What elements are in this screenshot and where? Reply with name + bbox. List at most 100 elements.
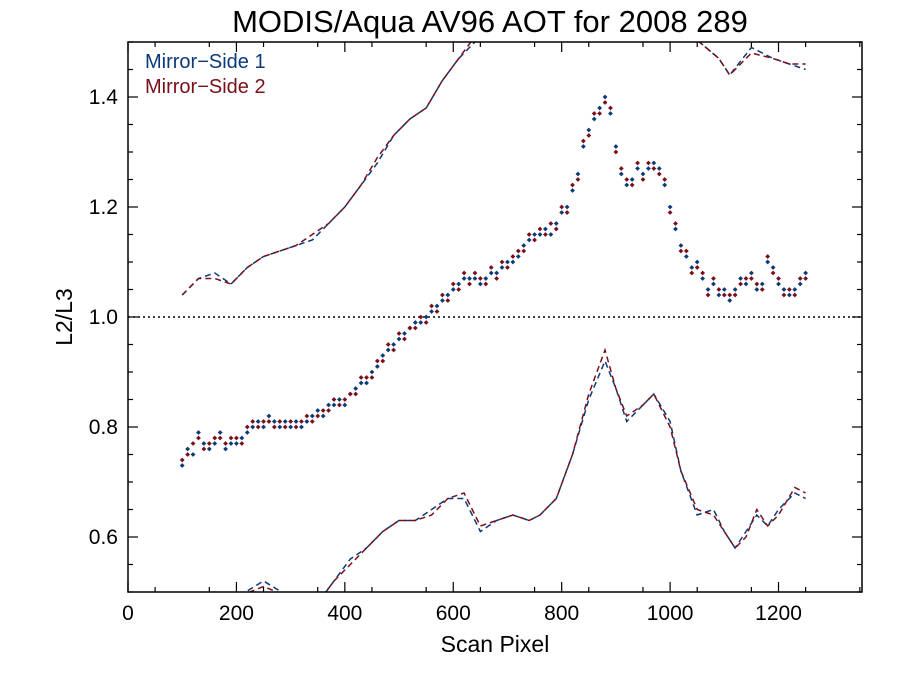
series-2-point	[640, 177, 646, 182]
series-2-point	[385, 342, 391, 347]
series-1-point	[342, 402, 348, 408]
series-1-point	[678, 243, 684, 248]
series-2-point	[537, 226, 543, 232]
legend: Mirror−Side 1 Mirror−Side 2	[145, 51, 266, 98]
series-2-point	[369, 375, 375, 380]
series-2-point	[217, 435, 223, 441]
series-1-point	[244, 430, 250, 435]
series-1-point	[239, 435, 245, 441]
series-1-point	[445, 292, 451, 298]
series-2-point	[754, 281, 760, 287]
series-1-point	[282, 419, 288, 424]
series-2-point	[624, 177, 630, 182]
series-2-point	[765, 254, 771, 259]
series-1-point	[705, 287, 711, 292]
series-2-point	[510, 254, 516, 259]
y-tick-label: 1.0	[89, 306, 118, 329]
series-2-point	[656, 171, 662, 177]
series-1-point	[732, 287, 738, 292]
series-2-point	[342, 397, 348, 402]
series-1-point	[727, 298, 733, 303]
series-2-point	[564, 210, 570, 215]
series-1-upper-bound-line	[181, 42, 806, 296]
series-2-point	[185, 452, 191, 457]
series-2-point	[407, 325, 413, 331]
series-2-point	[797, 276, 803, 281]
series-2-point	[440, 292, 445, 298]
series-2-point	[347, 391, 353, 397]
series-1-point	[667, 204, 673, 210]
series-2-point	[618, 166, 624, 171]
series-2-point	[494, 276, 500, 281]
series-1-point	[309, 413, 315, 419]
series-2-point	[743, 276, 749, 281]
series-1-point	[597, 105, 603, 111]
series-1-point	[711, 281, 716, 287]
series-2-point	[261, 419, 266, 424]
series-1-point	[700, 276, 706, 281]
series-2-point	[786, 287, 792, 292]
series-1-point	[505, 259, 510, 265]
series-2-point	[705, 292, 711, 298]
series-2-point	[331, 397, 337, 402]
series-2-point	[526, 232, 532, 237]
series-1-point	[673, 226, 678, 232]
x-tick-label: 400	[327, 602, 362, 625]
series-1-point	[526, 237, 532, 243]
series-1-point	[223, 446, 228, 452]
series-1-point	[380, 353, 386, 358]
series-1-point	[364, 380, 369, 386]
series-2-point	[608, 105, 613, 111]
series-1-point	[488, 270, 494, 276]
series-1-point	[477, 281, 483, 287]
plot-layer	[128, 42, 862, 592]
series-2-point	[309, 419, 315, 424]
series-1-point	[429, 309, 434, 314]
series-1-point	[548, 232, 554, 237]
series-2-point	[179, 457, 185, 463]
series-2-point	[206, 441, 212, 446]
series-2-point	[738, 281, 743, 287]
series-2-point	[678, 248, 684, 254]
series-1-point	[624, 182, 630, 188]
series-2-point	[575, 177, 581, 182]
series-2-point	[483, 281, 489, 287]
series-1-point	[320, 413, 326, 419]
chart-title: MODIS/Aqua AV96 AOT for 2008 289	[232, 4, 748, 39]
series-2-point	[374, 358, 380, 364]
series-2-point	[282, 424, 288, 430]
series-1-point	[353, 386, 359, 391]
series-1-point	[255, 419, 261, 424]
series-2-point	[505, 265, 510, 270]
legend-entry-series-2: Mirror−Side 2	[145, 76, 266, 98]
series-2-point	[727, 292, 733, 298]
series-1-point	[629, 177, 635, 182]
series-1-point	[402, 331, 407, 336]
series-2-point	[521, 248, 527, 254]
series-2-point	[396, 331, 402, 336]
series-2-point	[358, 375, 364, 380]
series-1-point	[304, 419, 310, 424]
series-1-point	[450, 287, 456, 292]
series-2-point	[689, 270, 695, 276]
series-1-point	[201, 441, 207, 446]
series-1-point	[261, 424, 266, 430]
series-2-point	[250, 419, 256, 424]
x-tick-label: 1000	[647, 602, 694, 625]
series-2-point	[223, 441, 228, 446]
series-1-point	[640, 171, 646, 177]
series-1-point	[266, 413, 272, 419]
series-2-point	[586, 133, 592, 138]
series-2-point	[450, 281, 456, 287]
series-1-point	[206, 446, 212, 452]
y-axis-label: L2/L3	[51, 288, 77, 346]
series-2-lower-bound-line	[212, 347, 806, 592]
series-2-point	[190, 441, 196, 446]
series-2-point	[337, 402, 342, 408]
series-1-point	[716, 292, 722, 298]
series-1-point	[385, 347, 391, 353]
series-1-point	[374, 364, 380, 369]
y-tick-label: 1.2	[89, 196, 118, 219]
series-1-point	[618, 171, 624, 177]
series-2-point	[613, 149, 619, 155]
